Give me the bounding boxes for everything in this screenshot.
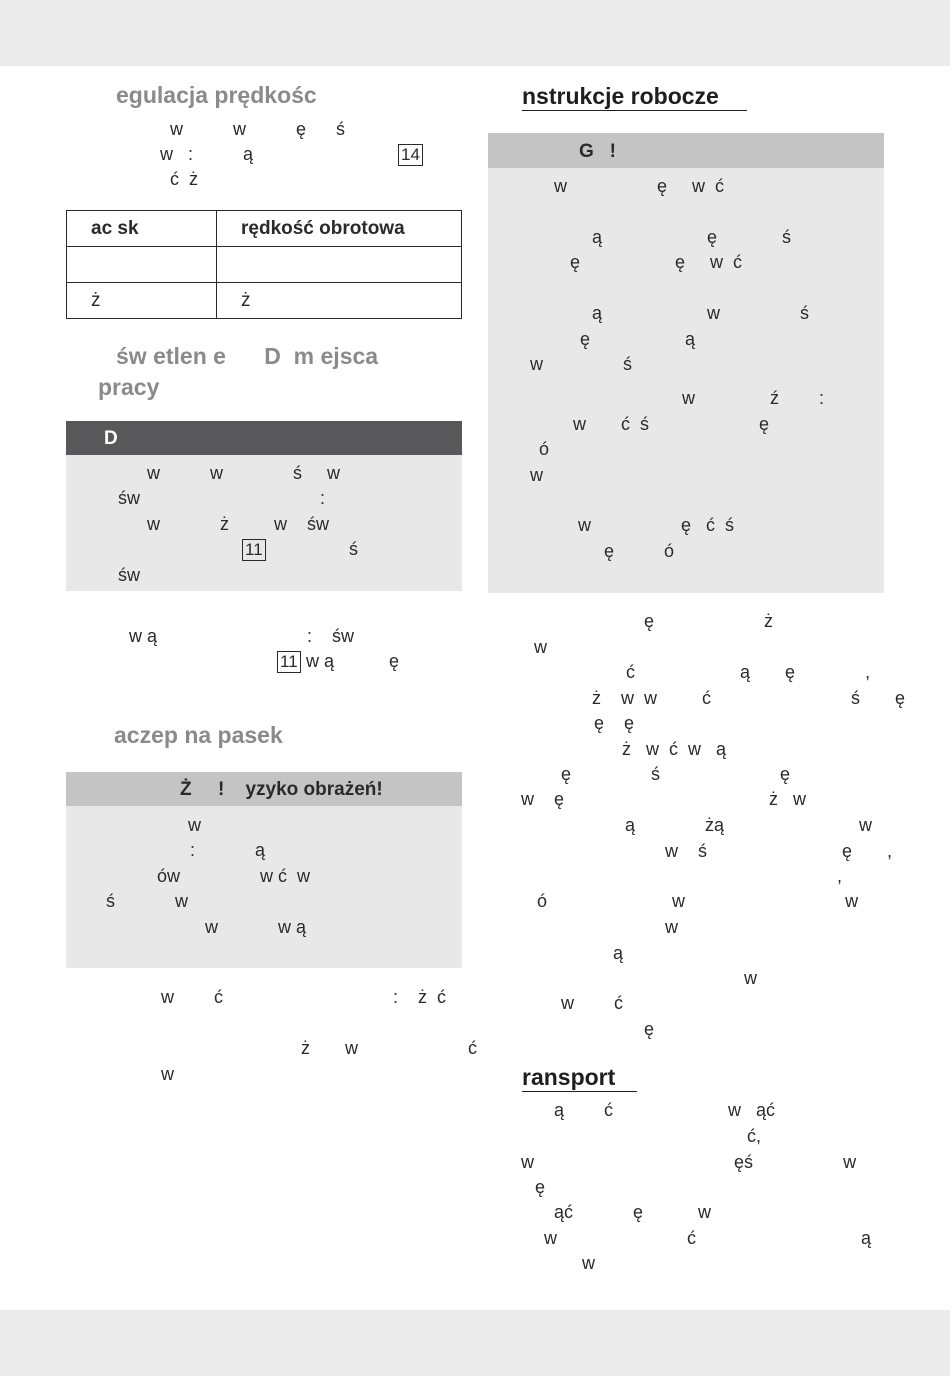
led-box-line-4: ś xyxy=(264,539,359,559)
section-title-working-instructions: nstrukcje robocze xyxy=(522,82,747,111)
attention-line-4: ą w ś xyxy=(592,303,810,323)
attention-line-1: w ę w ć xyxy=(554,176,725,196)
body-line-1: ę ż xyxy=(644,611,774,631)
speed-text-line-2: w : ą xyxy=(160,144,254,164)
led-box-line-1: w w ś w xyxy=(147,463,341,483)
body-line-9: ą żą w xyxy=(625,815,873,835)
part-number-ref: 11 xyxy=(277,651,301,673)
body-line-10: w ś ę , xyxy=(665,841,893,861)
belt-box-line-2: : ą xyxy=(190,840,266,860)
attention-box xyxy=(488,133,884,593)
belt-box-line-1: w xyxy=(188,815,201,835)
led-after-line-2: w ą ę xyxy=(306,651,400,671)
section-title-speed-regulation: egulacja prędkośc xyxy=(116,82,317,108)
body-line-11: , xyxy=(837,866,843,886)
table-header-row: ac sk rędkość obrotowa xyxy=(66,210,462,247)
table-row: ż ż xyxy=(66,282,462,319)
table-header-cell: ac sk xyxy=(66,210,217,247)
attention-line-2: ą ę ś xyxy=(592,227,792,247)
body-line-14: ą xyxy=(613,943,624,963)
speed-text-line-1: w w ę ś xyxy=(170,119,346,139)
body-line-15: w xyxy=(744,968,757,988)
attention-line-6: w ś xyxy=(530,354,633,374)
led-info-box-header xyxy=(66,421,462,455)
led-box-line-3: w ż w św xyxy=(147,514,330,534)
belt-warning-title: Ż ! yzyko obrażeń! xyxy=(180,779,383,800)
body-line-8: w ę ż w xyxy=(521,789,807,809)
speed-text-line-3: ć ż xyxy=(170,169,199,189)
transport-line-6: w ć ą xyxy=(544,1228,872,1248)
section-title-led-light-line-1: św etlen e D m ejsca xyxy=(116,343,379,369)
transport-line-1: ą ć w ąć xyxy=(554,1100,776,1120)
transport-line-7: w xyxy=(582,1253,595,1273)
table-cell xyxy=(66,246,217,283)
transport-line-4: ę xyxy=(535,1177,546,1197)
part-number-ref: 11 xyxy=(242,539,266,561)
body-line-16: w ć xyxy=(561,993,624,1013)
led-after-line-1: w ą : św xyxy=(129,626,355,646)
led-box-line-2: św : xyxy=(118,488,326,508)
body-line-17: ę xyxy=(644,1019,655,1039)
attention-line-7: w ź : xyxy=(682,388,825,408)
attention-box-header xyxy=(488,133,884,168)
attention-line-10: w xyxy=(530,465,543,485)
belt-after-line-2: ż w ć xyxy=(301,1038,478,1058)
table-cell xyxy=(216,246,462,283)
table-row xyxy=(66,246,462,283)
attention-box-title: G ! xyxy=(579,141,616,162)
attention-line-8: w ć ś ę xyxy=(573,414,770,434)
attention-line-11: w ę ć ś xyxy=(578,515,735,535)
belt-after-line-3: w xyxy=(161,1064,174,1084)
section-title-belt-clip: aczep na pasek xyxy=(114,722,283,748)
attention-line-5: ę ą xyxy=(580,329,696,349)
body-line-4: ż w w ć ś ę xyxy=(592,688,906,708)
bottom-margin-band xyxy=(0,1310,950,1376)
table-header-cell: rędkość obrotowa xyxy=(216,210,462,247)
speed-table: ac sk rędkość obrotowa ż ż xyxy=(66,210,462,319)
attention-line-12: ę ó xyxy=(604,541,675,561)
body-line-12: ó w w xyxy=(537,891,859,911)
belt-after-line-1: w ć : ż ć xyxy=(161,987,447,1007)
body-line-6: ż w ć w ą xyxy=(622,739,727,759)
body-line-7: ę ś ę xyxy=(561,764,791,784)
body-line-5: ę ę xyxy=(594,713,635,733)
body-line-13: w xyxy=(665,917,678,937)
transport-line-5: ąć ę w xyxy=(554,1202,712,1222)
transport-line-2: ć, xyxy=(747,1126,762,1146)
body-line-2: w xyxy=(534,637,547,657)
section-title-transport: ransport xyxy=(522,1063,637,1092)
belt-box-line-3: ów w ć w xyxy=(157,866,311,886)
table-cell: ż xyxy=(216,282,462,319)
section-title-led-light-line-2: pracy xyxy=(98,374,160,400)
top-margin-band xyxy=(0,0,950,66)
part-number-ref: 14 xyxy=(398,144,423,166)
body-line-3: ć ą ę , xyxy=(626,662,871,682)
led-box-line-5: św xyxy=(118,565,140,585)
led-info-box-title: D xyxy=(104,428,118,449)
transport-line-3: w ęś w xyxy=(521,1152,857,1172)
belt-box-line-4: ś w xyxy=(106,891,189,911)
table-cell: ż xyxy=(66,282,217,319)
belt-box-line-5: w w ą xyxy=(205,917,307,937)
attention-line-3: ę ę w ć xyxy=(570,252,743,272)
attention-line-9: ó xyxy=(539,439,550,459)
belt-warning-box-header xyxy=(66,772,462,806)
